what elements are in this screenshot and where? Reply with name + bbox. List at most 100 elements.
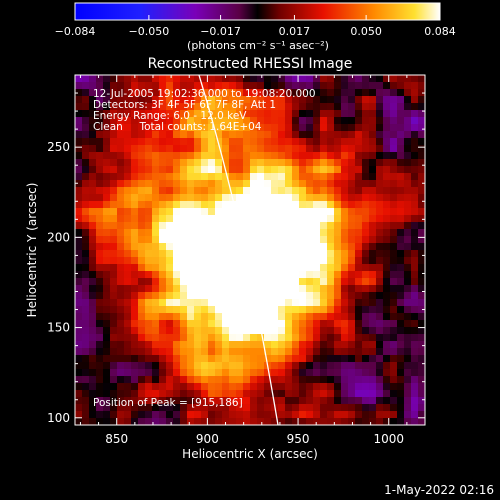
heatmap-cell (89, 327, 97, 335)
heatmap-cell (110, 138, 118, 146)
footer-date: 1-May-2022 02:16 (384, 483, 494, 497)
heatmap-cell (180, 180, 188, 188)
heatmap-cell (103, 348, 111, 356)
heatmap-cell (390, 145, 398, 153)
heatmap-cell (194, 355, 202, 363)
heatmap-cell (369, 187, 377, 195)
heatmap-cell (145, 341, 153, 349)
heatmap-cell (131, 271, 139, 279)
heatmap-cell (362, 299, 370, 307)
heatmap-cell (418, 292, 425, 300)
heatmap-cell (243, 215, 251, 223)
heatmap-cell (250, 278, 258, 286)
heatmap-cell (222, 264, 230, 272)
heatmap-cell (201, 306, 209, 314)
heatmap-cell (376, 418, 384, 425)
heatmap-cell (292, 103, 300, 111)
heatmap-cell (82, 299, 90, 307)
heatmap-cell (271, 103, 279, 111)
heatmap-cell (145, 355, 153, 363)
heatmap-cell (348, 215, 356, 223)
heatmap-cell (292, 390, 300, 398)
heatmap-cell (376, 173, 384, 181)
heatmap-cell (404, 82, 412, 90)
heatmap-cell (341, 362, 349, 370)
heatmap-cell (159, 89, 167, 97)
heatmap-cell (285, 285, 293, 293)
heatmap-cell (229, 299, 237, 307)
heatmap-cell (418, 166, 425, 174)
heatmap-cell (131, 404, 139, 412)
heatmap-cell (194, 397, 202, 405)
heatmap-cell (138, 320, 146, 328)
heatmap-cell (236, 320, 244, 328)
heatmap-cell (257, 215, 265, 223)
heatmap-cell (173, 411, 181, 419)
heatmap-cell (355, 313, 363, 321)
heatmap-cell (117, 173, 125, 181)
heatmap-cell (138, 327, 146, 335)
heatmap-cell (229, 320, 237, 328)
heatmap-cell (292, 355, 300, 363)
heatmap-cell (292, 292, 300, 300)
heatmap-cell (369, 376, 377, 384)
heatmap-cell (222, 131, 230, 139)
heatmap-cell (390, 82, 398, 90)
heatmap-cell (82, 152, 90, 160)
heatmap-cell (173, 383, 181, 391)
heatmap-cell (418, 236, 425, 244)
heatmap-cell (194, 341, 202, 349)
heatmap-cell (75, 194, 83, 202)
heatmap-cell (397, 89, 405, 97)
heatmap-cell (334, 327, 342, 335)
heatmap-cell (257, 208, 265, 216)
heatmap-cell (383, 229, 391, 237)
heatmap-cell (229, 173, 237, 181)
heatmap-cell (341, 383, 349, 391)
heatmap-cell (131, 390, 139, 398)
heatmap-cell (187, 292, 195, 300)
heatmap-cell (264, 208, 272, 216)
heatmap-cell (418, 215, 425, 223)
heatmap-cell (404, 362, 412, 370)
heatmap-cell (82, 75, 90, 83)
heatmap-cell (117, 250, 125, 258)
heatmap-cell (110, 362, 118, 370)
heatmap-cell (215, 348, 223, 356)
heatmap-cell (264, 348, 272, 356)
heatmap-cell (320, 138, 328, 146)
heatmap-cell (313, 264, 321, 272)
heatmap-cell (411, 299, 419, 307)
heatmap-cell (299, 124, 307, 132)
heatmap-cell (89, 257, 97, 265)
heatmap-cell (145, 166, 153, 174)
heatmap-cell (383, 278, 391, 286)
heatmap-cell (390, 306, 398, 314)
heatmap-cell (285, 411, 293, 419)
heatmap-cell (313, 131, 321, 139)
heatmap-cell (285, 292, 293, 300)
heatmap-cell (278, 243, 286, 251)
heatmap-cell (250, 187, 258, 195)
heatmap-cell (327, 124, 335, 132)
heatmap-cell (96, 418, 104, 425)
heatmap-cell (96, 208, 104, 216)
heatmap-cell (306, 348, 314, 356)
heatmap-cell (145, 180, 153, 188)
heatmap-cell (278, 173, 286, 181)
heatmap-cell (376, 145, 384, 153)
heatmap-cell (243, 187, 251, 195)
heatmap-cell (418, 96, 425, 104)
heatmap-cell (397, 383, 405, 391)
heatmap-cell (117, 355, 125, 363)
heatmap-cell (404, 159, 412, 167)
heatmap-cell (369, 180, 377, 188)
heatmap-cell (418, 362, 425, 370)
heatmap-cell (152, 145, 160, 153)
heatmap-cell (418, 257, 425, 265)
heatmap-cell (278, 201, 286, 209)
heatmap-cell (222, 334, 230, 342)
heatmap-cell (334, 292, 342, 300)
heatmap-cell (236, 82, 244, 90)
heatmap-cell (257, 152, 265, 160)
